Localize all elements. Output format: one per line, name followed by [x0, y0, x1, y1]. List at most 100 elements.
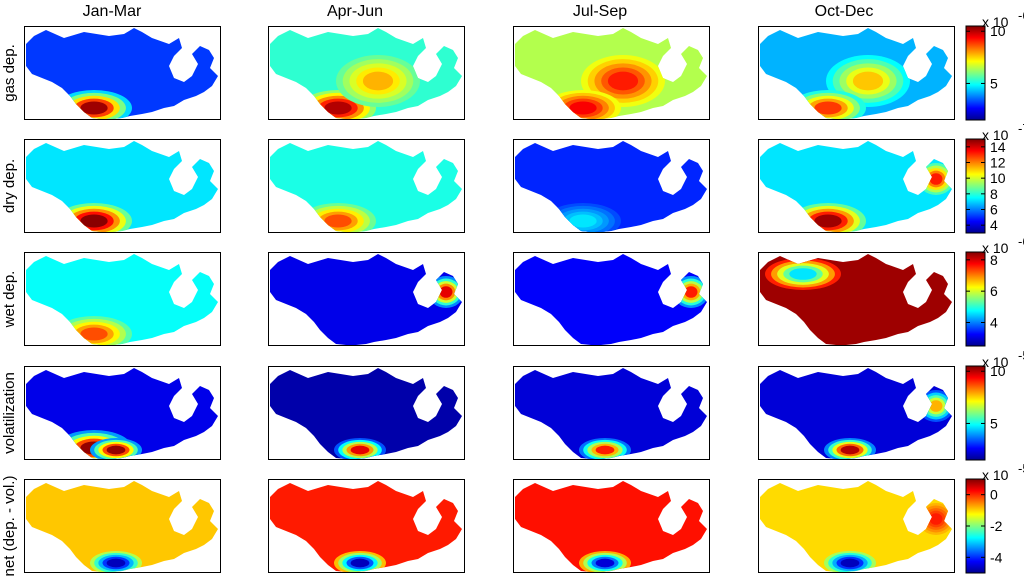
- hotspot-eastern-inlet: [929, 513, 943, 525]
- map-frame: [268, 479, 465, 573]
- column-title-apr-jun: Apr-Jun: [327, 3, 383, 20]
- colorbar-multiplier: x 10: [982, 240, 1009, 256]
- colorbar-gradient: [965, 25, 986, 121]
- map-panel-r4-c1: [268, 479, 465, 573]
- hotspot-south-west-coast: [569, 214, 597, 228]
- colorbar-tick-label: -2: [990, 518, 1003, 534]
- map-panel-r3-c3: [758, 366, 955, 460]
- map-panel-r4-c0: [24, 479, 221, 573]
- map-panel-r0-c0: [24, 26, 221, 120]
- colorbar-3: 5 10x 10 -5: [965, 348, 1024, 461]
- colorbar-multiplier: x 10: [982, 127, 1009, 143]
- hotspot-south-west-coast: [80, 327, 108, 341]
- hotspot-eastern-inlet: [929, 173, 943, 185]
- hotspot-north-west-sea: [789, 268, 817, 280]
- map-frame: [268, 26, 465, 120]
- map-panel-r1-c1: [268, 139, 465, 233]
- hotspot-south-coast: [840, 558, 860, 568]
- colorbar-tick-label: 4: [990, 315, 998, 331]
- map-frame: [513, 139, 710, 233]
- map-panel-r2-c0: [24, 252, 221, 346]
- hotspot-south-west-coast: [80, 214, 108, 228]
- colorbar-multiplier: x 10: [982, 354, 1009, 370]
- hotspot-south-coast: [106, 558, 126, 568]
- map-panel-r4-c3: [758, 479, 955, 573]
- hotspot-central-basin: [607, 71, 639, 91]
- map-panel-r2-c2: [513, 252, 710, 346]
- map-frame: [513, 479, 710, 573]
- map-frame: [268, 366, 465, 460]
- row-label-1: dry dep.: [1, 159, 18, 213]
- hotspot-central-basin: [852, 71, 884, 91]
- map-panel-r0-c2: [513, 26, 710, 120]
- colorbar-gradient: [965, 251, 986, 347]
- hotspot-south-west-coast: [569, 101, 597, 115]
- hotspot-eastern-inlet: [684, 286, 698, 298]
- map-panel-r0-c3: [758, 26, 955, 120]
- map-panel-r1-c0: [24, 139, 221, 233]
- colorbar-gradient: [965, 365, 986, 461]
- map-frame: [268, 252, 465, 346]
- colorbar-4: 0 -2 -4 x 10 -5: [965, 461, 1024, 574]
- map-frame: [24, 479, 221, 573]
- colorbar-tick-label: 10: [990, 170, 1006, 186]
- map-panel-r2-c3: [758, 252, 955, 346]
- hotspot-south-west-coast: [324, 101, 352, 115]
- hotspot-south-coast: [350, 558, 370, 568]
- hotspot-south-coast: [350, 445, 370, 455]
- map-frame: [758, 366, 955, 460]
- row-label-0: gas dep.: [1, 44, 18, 102]
- colorbar-0: 5 10x 10 -6: [965, 8, 1024, 121]
- hotspot-eastern-inlet: [929, 400, 943, 412]
- colorbar-tick-label: 0: [990, 487, 998, 503]
- row-label-2: wet dep.: [1, 271, 18, 329]
- map-frame: [268, 139, 465, 233]
- map-frame: [513, 252, 710, 346]
- colorbar-tick-label: 12: [990, 155, 1006, 171]
- hotspot-south-west-coast: [324, 214, 352, 228]
- map-frame: [24, 252, 221, 346]
- colorbar-multiplier: x 10: [982, 467, 1009, 483]
- colorbar-gradient: [965, 138, 986, 234]
- map-frame: [513, 26, 710, 120]
- colorbar-tick-label: 14: [990, 139, 1006, 155]
- row-label-3: volatilization: [1, 372, 18, 454]
- colorbar-exponent: -6: [1018, 234, 1024, 249]
- colorbar-tick-label: 6: [990, 283, 998, 299]
- colorbar-tick-label: 6: [990, 202, 998, 218]
- colorbar-tick-label: 8: [990, 186, 998, 202]
- colorbar-exponent: -7: [1018, 121, 1024, 136]
- colorbar-multiplier: x 10: [982, 14, 1009, 30]
- map-frame: [758, 479, 955, 573]
- column-title-oct-dec: Oct-Dec: [815, 3, 874, 20]
- hotspot-south-coast: [106, 445, 126, 455]
- hotspot-south-coast: [595, 558, 615, 568]
- colorbar-2: 4 6 8x 10 -6: [965, 234, 1024, 347]
- map-panel-r3-c2: [513, 366, 710, 460]
- map-frame: [513, 366, 710, 460]
- map-panel-r1-c3: [758, 139, 955, 233]
- row-label-4: net (dep. - vol.): [1, 476, 18, 577]
- map-panel-r2-c1: [268, 252, 465, 346]
- map-frame: [24, 366, 221, 460]
- map-frame: [24, 26, 221, 120]
- map-frame: [758, 26, 955, 120]
- hotspot-south-coast: [595, 445, 615, 455]
- column-title-jan-mar: Jan-Mar: [83, 3, 142, 20]
- colorbar-tick-label: 5: [990, 415, 998, 431]
- hotspot-central-basin: [362, 71, 394, 91]
- colorbar-tick-label: 10: [990, 363, 1006, 379]
- map-panel-r3-c1: [268, 366, 465, 460]
- colorbar-tick-label: -4: [990, 549, 1003, 565]
- map-panel-r1-c2: [513, 139, 710, 233]
- hotspot-south-west-coast: [814, 101, 842, 115]
- map-panel-r4-c2: [513, 479, 710, 573]
- map-frame: [24, 139, 221, 233]
- colorbar-exponent: -6: [1018, 8, 1024, 23]
- map-frame: [758, 139, 955, 233]
- colorbar-exponent: -5: [1018, 348, 1024, 363]
- hotspot-south-west-coast: [814, 214, 842, 228]
- colorbar-tick-label: 5: [990, 75, 998, 91]
- map-frame: [758, 252, 955, 346]
